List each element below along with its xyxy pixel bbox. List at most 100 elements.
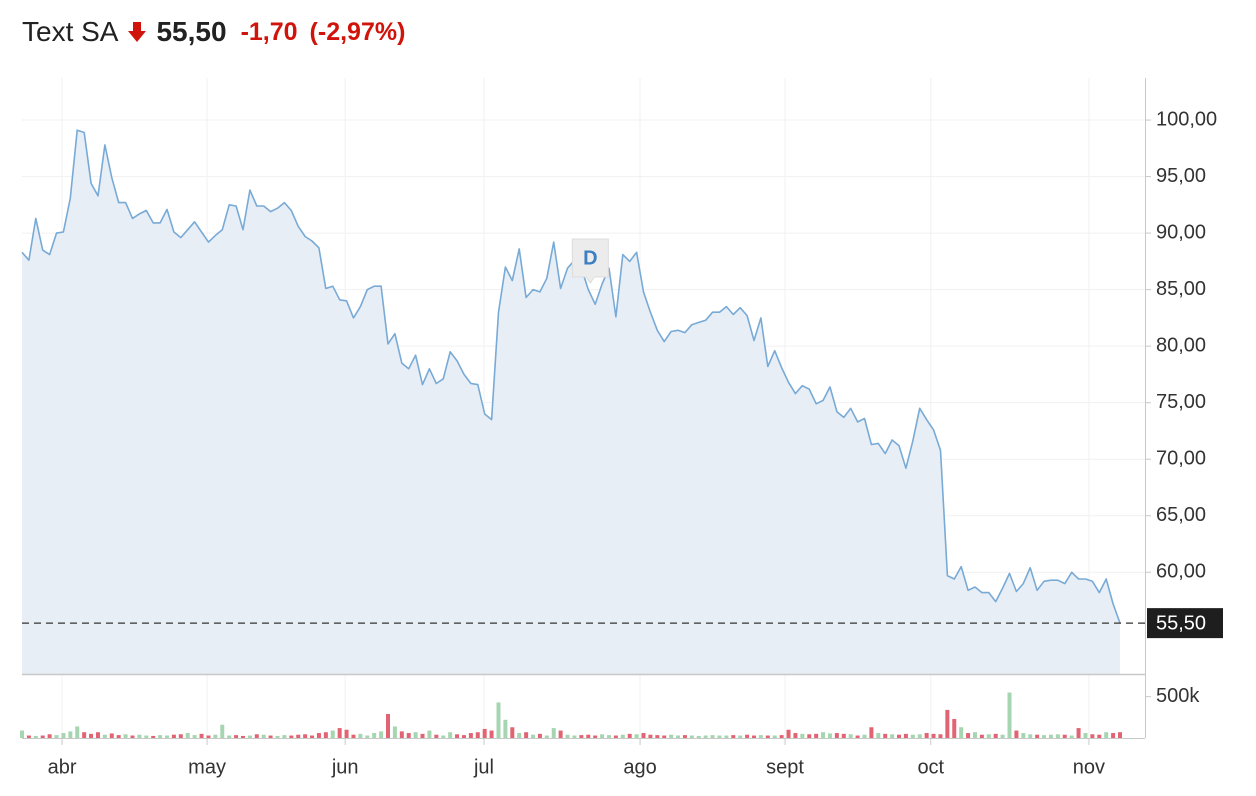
volume-bar [903, 733, 908, 738]
price-area [22, 130, 1120, 674]
volume-bar [676, 735, 681, 738]
volume-bar [461, 735, 466, 738]
price-change-percent: (-2,97%) [309, 17, 406, 46]
volume-bar [524, 732, 529, 738]
volume-bar [358, 733, 363, 738]
volume-bar [669, 734, 674, 738]
y-tick-label: 65,00 [1156, 504, 1206, 526]
volume-bar [261, 734, 266, 738]
volume-bar [710, 735, 715, 738]
volume-bar [1111, 733, 1116, 738]
volume-bar [82, 732, 87, 738]
last-price-label: 55,50 [1156, 612, 1206, 634]
volume-bar [779, 735, 784, 738]
volume-bar [986, 734, 991, 738]
volume-bar [95, 732, 100, 738]
volume-bar [537, 733, 542, 738]
volume-bar [413, 732, 418, 738]
volume-bar [696, 735, 701, 738]
volume-bar [758, 735, 763, 738]
volume-bar [869, 727, 874, 738]
volume-bar [116, 735, 121, 738]
volume-bar [275, 735, 280, 738]
volume-bar [1035, 734, 1040, 738]
volume-bar [724, 735, 729, 738]
volume-bar [807, 734, 812, 738]
volume-bar [282, 735, 287, 738]
volume-bar [337, 728, 342, 738]
volume-bar [648, 734, 653, 738]
volume-bar [185, 733, 190, 738]
volume-bar [254, 734, 259, 738]
volume-bar [834, 733, 839, 738]
volume-bar [47, 734, 52, 738]
y-tick-label: 85,00 [1156, 278, 1206, 300]
volume-bar [876, 733, 881, 738]
volume-bar [1069, 735, 1074, 738]
x-tick-label: jun [331, 756, 359, 778]
volume-bar [786, 729, 791, 738]
volume-bar [848, 734, 853, 738]
volume-bar [655, 735, 660, 738]
volume-bar [351, 734, 356, 738]
volume-bar [102, 734, 107, 738]
volume-bar [158, 735, 163, 738]
volume-bar [938, 734, 943, 738]
volume-bar [510, 727, 515, 738]
volume-bar [917, 734, 922, 738]
volume-bar [1048, 734, 1053, 738]
volume-bar [178, 734, 183, 738]
volume-bar [890, 734, 895, 738]
volume-bar [123, 734, 128, 738]
volume-bar [966, 733, 971, 738]
volume-bar [26, 735, 31, 738]
volume-bar [206, 735, 211, 738]
volume-bar [496, 702, 501, 738]
volume-bar [68, 731, 73, 738]
y-tick-label: 70,00 [1156, 447, 1206, 469]
volume-bar [565, 734, 570, 738]
volume-bar [33, 735, 38, 738]
volume-bar [199, 733, 204, 738]
volume-bar [386, 714, 390, 738]
volume-bar [972, 732, 977, 738]
x-tick-label: sept [766, 756, 804, 778]
volume-bar [448, 732, 453, 738]
volume-bar [1062, 734, 1067, 738]
volume-bar [738, 735, 743, 738]
volume-bar [841, 733, 846, 738]
volume-bar [1042, 735, 1047, 738]
volume-bar [772, 735, 777, 738]
volume-bar [503, 719, 508, 738]
volume-bar [924, 733, 929, 738]
volume-bar [316, 733, 321, 738]
volume-bar [310, 735, 315, 738]
x-tick-label: nov [1073, 756, 1105, 778]
volume-bar [558, 730, 563, 738]
volume-bar [593, 735, 598, 738]
x-tick-label: abr [48, 756, 77, 778]
volume-bar [54, 735, 59, 738]
volume-bar [945, 709, 950, 738]
volume-bar [793, 733, 798, 738]
volume-bar [931, 733, 936, 738]
volume-bar [1021, 733, 1026, 738]
volume-bar [910, 734, 915, 738]
volume-bar [531, 734, 536, 738]
x-tick-label: may [188, 756, 226, 778]
volume-bar [606, 735, 611, 738]
volume-bar [731, 735, 736, 738]
volume-bar [61, 733, 66, 738]
volume-bar [883, 733, 888, 738]
volume-bar [634, 734, 639, 738]
volume-bar [745, 734, 750, 738]
y-tick-label: 80,00 [1156, 334, 1206, 356]
quote-header: Text SA 55,50 -1,70 (-2,97%) [22, 12, 405, 52]
volume-bar [1104, 732, 1109, 738]
annotation-flag [571, 238, 609, 284]
volume-bar [406, 733, 411, 738]
volume-bar [165, 735, 170, 738]
volume-bar [662, 735, 667, 738]
volume-bar [1083, 733, 1088, 738]
